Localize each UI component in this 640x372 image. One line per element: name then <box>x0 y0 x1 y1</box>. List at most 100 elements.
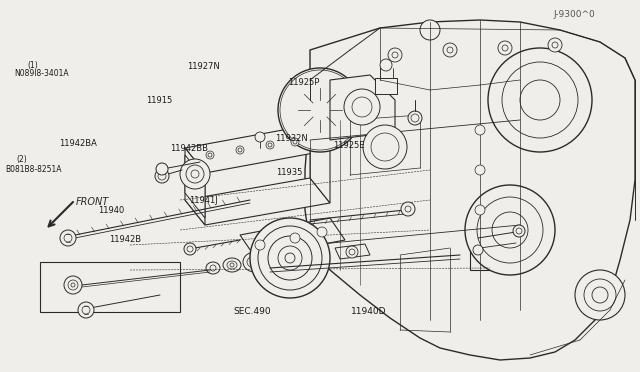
Ellipse shape <box>247 256 263 268</box>
Circle shape <box>592 287 608 303</box>
Ellipse shape <box>251 259 259 265</box>
Circle shape <box>60 230 76 246</box>
Circle shape <box>488 48 592 152</box>
Circle shape <box>258 226 322 290</box>
Ellipse shape <box>243 252 267 272</box>
Polygon shape <box>185 125 330 173</box>
Polygon shape <box>185 148 205 225</box>
Circle shape <box>420 20 440 40</box>
Polygon shape <box>185 178 330 225</box>
Polygon shape <box>310 125 330 203</box>
Circle shape <box>408 111 422 125</box>
Circle shape <box>82 306 90 314</box>
Text: 11940D: 11940D <box>351 307 386 316</box>
Polygon shape <box>240 218 345 257</box>
Text: 11927N: 11927N <box>188 62 220 71</box>
Text: 11940: 11940 <box>98 206 124 215</box>
Circle shape <box>363 125 407 169</box>
Circle shape <box>155 169 169 183</box>
Circle shape <box>184 243 196 255</box>
Circle shape <box>411 114 419 122</box>
Text: 11942BA: 11942BA <box>60 139 97 148</box>
Polygon shape <box>330 75 395 140</box>
Circle shape <box>290 233 300 243</box>
Circle shape <box>475 125 485 135</box>
Text: 11941J: 11941J <box>189 196 218 205</box>
Circle shape <box>238 148 242 152</box>
Circle shape <box>492 212 528 248</box>
Circle shape <box>552 42 558 48</box>
Circle shape <box>236 146 244 154</box>
Text: N089l8-3401A: N089l8-3401A <box>14 69 68 78</box>
Circle shape <box>156 163 168 175</box>
Circle shape <box>187 246 193 252</box>
Text: 11935: 11935 <box>276 169 303 177</box>
Text: 11925E: 11925E <box>333 141 364 150</box>
Circle shape <box>255 132 265 142</box>
Circle shape <box>344 89 380 125</box>
Circle shape <box>266 141 274 149</box>
Circle shape <box>346 246 358 258</box>
Ellipse shape <box>227 261 237 269</box>
Circle shape <box>285 253 295 263</box>
Bar <box>375 78 397 94</box>
Ellipse shape <box>230 263 234 267</box>
Circle shape <box>392 52 398 58</box>
Text: 11932N: 11932N <box>275 134 308 143</box>
Circle shape <box>516 228 522 234</box>
Circle shape <box>255 240 265 250</box>
Text: (2): (2) <box>16 155 27 164</box>
Ellipse shape <box>278 68 362 152</box>
Bar <box>40 262 180 312</box>
Circle shape <box>68 280 78 290</box>
Text: 11942B: 11942B <box>109 235 141 244</box>
Circle shape <box>502 45 508 51</box>
Polygon shape <box>185 155 205 218</box>
Circle shape <box>268 143 272 147</box>
Circle shape <box>291 138 299 146</box>
Circle shape <box>352 97 372 117</box>
Ellipse shape <box>298 88 342 132</box>
Text: 11915: 11915 <box>146 96 172 105</box>
Circle shape <box>278 246 302 270</box>
Circle shape <box>477 197 543 263</box>
Circle shape <box>180 159 210 189</box>
Circle shape <box>473 245 483 255</box>
Circle shape <box>520 80 560 120</box>
Bar <box>470 218 525 270</box>
Circle shape <box>293 140 297 144</box>
Circle shape <box>575 270 625 320</box>
Circle shape <box>475 165 485 175</box>
Circle shape <box>371 133 399 161</box>
Circle shape <box>317 227 327 237</box>
Text: J-9300^0: J-9300^0 <box>554 10 595 19</box>
Text: SEC.490: SEC.490 <box>234 307 271 316</box>
Circle shape <box>71 283 75 287</box>
Circle shape <box>250 218 330 298</box>
Polygon shape <box>335 244 370 259</box>
Ellipse shape <box>280 70 360 150</box>
Circle shape <box>513 225 525 237</box>
Text: 11925P: 11925P <box>288 78 319 87</box>
Text: FRONT: FRONT <box>76 197 109 207</box>
Circle shape <box>388 48 402 62</box>
Ellipse shape <box>286 76 354 144</box>
Circle shape <box>349 249 355 255</box>
Circle shape <box>268 236 312 280</box>
Circle shape <box>380 59 392 71</box>
Circle shape <box>475 205 485 215</box>
Circle shape <box>64 276 82 294</box>
Text: 11942BB: 11942BB <box>170 144 207 153</box>
Circle shape <box>206 151 214 159</box>
Text: B081B8-8251A: B081B8-8251A <box>5 165 61 174</box>
Text: (1): (1) <box>27 61 38 70</box>
Circle shape <box>186 165 204 183</box>
Ellipse shape <box>310 100 330 120</box>
Circle shape <box>502 62 578 138</box>
Circle shape <box>498 41 512 55</box>
Circle shape <box>443 43 457 57</box>
Ellipse shape <box>210 265 216 271</box>
Circle shape <box>158 172 166 180</box>
Circle shape <box>191 170 199 178</box>
Circle shape <box>208 153 212 157</box>
